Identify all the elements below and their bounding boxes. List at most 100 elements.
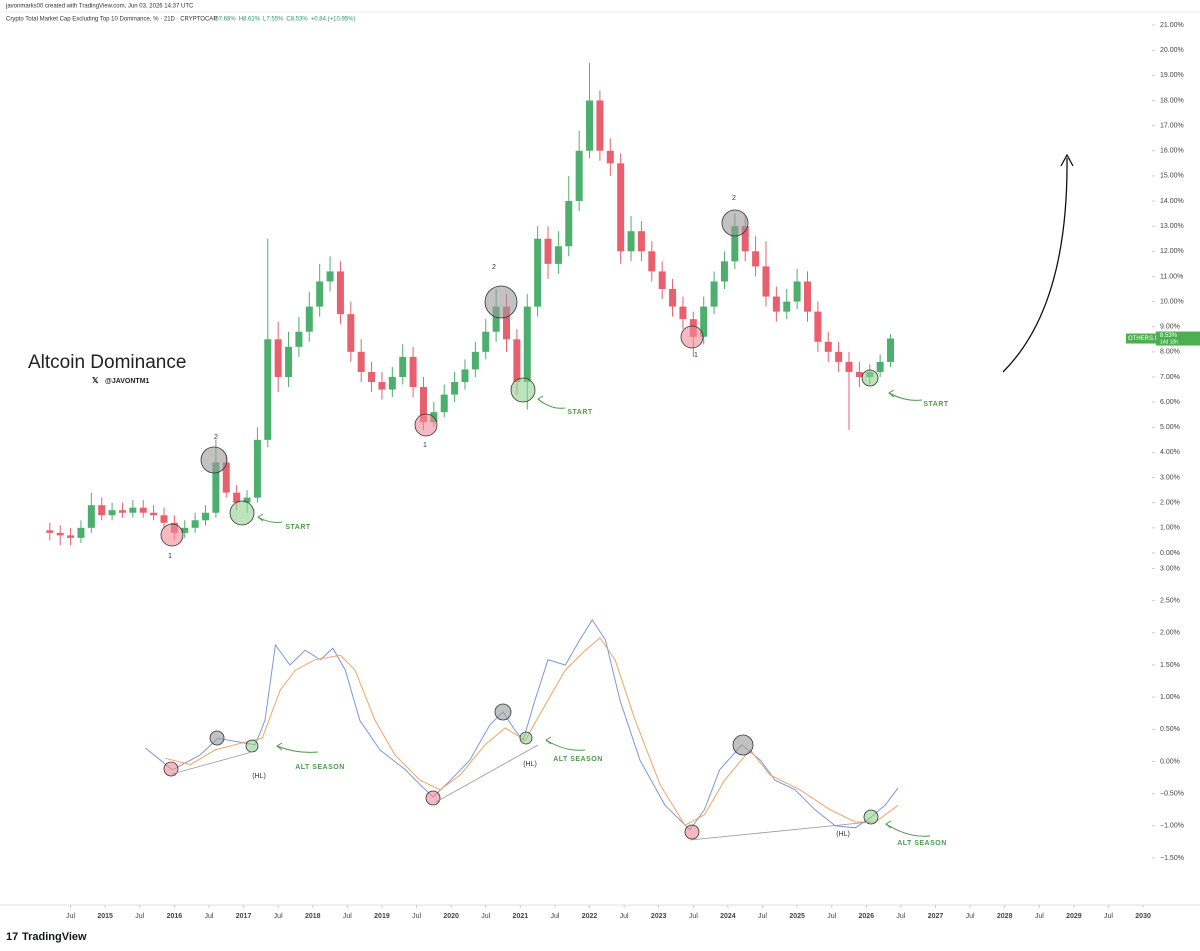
y-tick-label: 3.00% [1160, 474, 1180, 481]
annotation: ALT SEASON [553, 756, 603, 763]
candle-body [700, 306, 708, 337]
candle-body [627, 231, 635, 252]
symbol-title: Crypto Total Market Cap Excluding Top 10… [6, 17, 217, 23]
candle-body [523, 306, 531, 383]
projection-arrow-head [1060, 153, 1074, 167]
candle-body [565, 201, 573, 247]
brand-logo: 17 [6, 931, 18, 943]
candle-body [752, 251, 760, 267]
x-tick-label: 2030 [1135, 913, 1151, 920]
x-tick-label: Jul [481, 913, 490, 920]
x-logo: 𝕏 [92, 376, 99, 385]
candle-body [669, 289, 677, 307]
candle-body [160, 515, 168, 523]
candle-body [887, 338, 895, 362]
y-tick-label: 10.00% [1160, 298, 1184, 305]
candle-body [108, 510, 116, 516]
candle-body [181, 527, 189, 533]
candle-body [772, 296, 780, 312]
candle-body [606, 150, 614, 164]
candle-body [617, 163, 625, 252]
annotation: (HL) [523, 761, 537, 768]
candle-body [285, 346, 293, 377]
y-tick-label: 21.00% [1160, 22, 1184, 29]
candle-body [77, 527, 85, 538]
y-tick-label: 0.00% [1160, 550, 1180, 557]
highlight-circle [163, 761, 179, 777]
candle-body [793, 281, 801, 302]
ohlc-label: +0.84 (+10.95%) [311, 17, 356, 23]
candle-body [814, 311, 822, 342]
candle-body [575, 150, 583, 202]
candle-body [336, 271, 344, 315]
y2-tick-label: −1.50% [1160, 855, 1184, 862]
candle-body [316, 281, 324, 307]
x-tick-label: 2026 [859, 913, 875, 920]
candle-body [451, 382, 459, 395]
callout-arrow [885, 823, 931, 837]
candle-body [586, 100, 594, 151]
candle-body [191, 520, 199, 528]
candle-body [762, 266, 770, 297]
highlight-circle [519, 731, 533, 745]
x-tick-label: 2019 [374, 913, 390, 920]
candle-body [222, 462, 230, 493]
y2-tick-label: 1.50% [1160, 662, 1180, 669]
candle-body [648, 251, 656, 272]
x-tick-label: Jul [135, 913, 144, 920]
candle-body [388, 376, 396, 390]
y-tick-label: 9.00% [1160, 324, 1180, 331]
x-tick-label: 2023 [651, 913, 667, 920]
y-tick-label: 18.00% [1160, 97, 1184, 104]
x-tick-label: Jul [689, 913, 698, 920]
highlight-circle [160, 523, 184, 547]
x-tick-label: 2018 [305, 913, 321, 920]
candle-body [67, 535, 75, 538]
x-tick-label: 2017 [236, 913, 252, 920]
candle-body [56, 532, 64, 536]
highlight-circle [863, 809, 879, 825]
candle-body [253, 439, 261, 498]
candle-body [305, 306, 313, 332]
highlight-circle [425, 790, 441, 806]
y-tick-label: 11.00% [1160, 273, 1183, 280]
highlight-circle [684, 824, 700, 840]
highlight-circle [245, 739, 259, 753]
brand: TradingView [22, 931, 87, 943]
x-tick-label: Jul [343, 913, 352, 920]
annotation: 1 [694, 352, 698, 359]
candle-body [658, 271, 666, 290]
candle-body [534, 238, 542, 307]
y2-tick-label: 1.00% [1160, 694, 1180, 701]
x-tick-label: Jul [274, 913, 283, 920]
candle-body [554, 246, 562, 264]
highlight-circle [721, 209, 749, 237]
candle-body [502, 306, 510, 340]
candle-body [399, 356, 407, 377]
y-tick-label: 16.00% [1160, 148, 1184, 155]
candle-body [150, 512, 158, 516]
y-tick-label: 14.00% [1160, 198, 1184, 205]
y-tick-label: 4.00% [1160, 449, 1180, 456]
candle-body [233, 492, 241, 503]
y-tick-label: 2.00% [1160, 500, 1180, 507]
author-line: javonmarks00 created with TradingView.co… [5, 4, 194, 10]
x-tick-label: Jul [896, 913, 905, 920]
x-tick-label: Jul [204, 913, 213, 920]
candle-body [46, 530, 54, 533]
candle-body [544, 238, 552, 264]
x-tick-label: 2021 [513, 913, 529, 920]
y2-tick-label: −1.00% [1160, 823, 1184, 830]
x-tick-label: Jul [827, 913, 836, 920]
candle-body [471, 351, 479, 370]
last-price-tag [1156, 331, 1200, 346]
candle-body [824, 341, 832, 352]
y2-tick-label: 0.50% [1160, 726, 1180, 733]
x-tick-label: 2024 [720, 913, 736, 920]
candle-body [129, 507, 137, 513]
y2-tick-label: −0.50% [1160, 791, 1184, 798]
candle-body [876, 361, 884, 372]
y2-tick-label: 2.00% [1160, 630, 1180, 637]
x-tick-label: 2015 [97, 913, 113, 920]
highlight-circle [732, 734, 754, 756]
